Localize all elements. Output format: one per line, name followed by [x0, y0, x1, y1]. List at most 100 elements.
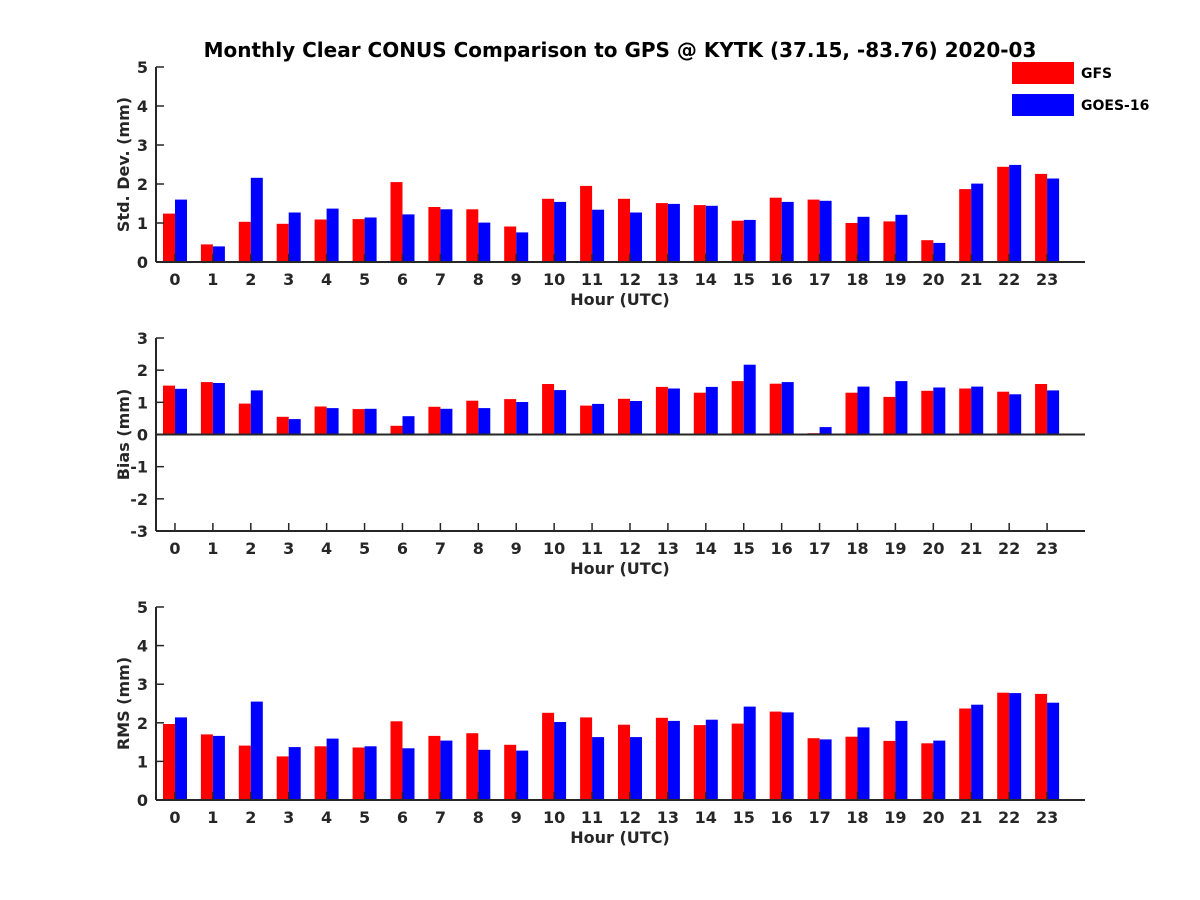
- bar-goes-16-4: [326, 208, 339, 262]
- bar-gfs-11: [580, 185, 593, 262]
- bar-gfs-7: [428, 207, 441, 262]
- x-tick-label: 8: [473, 808, 484, 827]
- x-axis-label: Hour (UTC): [570, 559, 670, 578]
- bar-gfs-19: [883, 740, 896, 800]
- bar-gfs-17: [807, 738, 820, 800]
- x-tick-label: 17: [808, 539, 830, 558]
- bar-gfs-1: [200, 734, 213, 800]
- x-tick-label: 7: [435, 808, 446, 827]
- bar-goes-16-17: [819, 427, 832, 435]
- x-tick-label: 20: [922, 270, 944, 289]
- bar-goes-16-14: [705, 205, 718, 262]
- bar-gfs-22: [997, 692, 1010, 800]
- x-tick-label: 0: [169, 808, 180, 827]
- x-tick-label: 3: [283, 539, 294, 558]
- bar-gfs-4: [314, 746, 327, 800]
- bar-goes-16-11: [592, 737, 605, 800]
- x-tick-label: 4: [321, 270, 332, 289]
- bar-gfs-23: [1035, 173, 1048, 262]
- x-tick-label: 23: [1036, 808, 1058, 827]
- x-tick-label: 11: [581, 808, 603, 827]
- x-tick-label: 2: [245, 270, 256, 289]
- bar-goes-16-15: [743, 219, 756, 262]
- bar-goes-16-16: [781, 382, 794, 435]
- x-tick-label: 5: [359, 270, 370, 289]
- x-tick-label: 19: [884, 808, 906, 827]
- bar-gfs-16: [769, 711, 782, 800]
- bar-gfs-20: [921, 240, 934, 262]
- x-tick-label: 16: [771, 808, 793, 827]
- bar-gfs-4: [314, 219, 327, 262]
- bar-gfs-5: [352, 409, 365, 435]
- y-tick-label: 3: [137, 675, 148, 694]
- x-tick-label: 17: [808, 270, 830, 289]
- bar-gfs-8: [466, 209, 479, 262]
- bar-gfs-0: [163, 213, 175, 262]
- x-tick-label: 6: [397, 808, 408, 827]
- bar-goes-16-14: [705, 719, 718, 800]
- bar-gfs-23: [1035, 384, 1048, 435]
- legend-swatch-gfs: [1012, 62, 1074, 84]
- x-tick-label: 15: [733, 270, 755, 289]
- bar-gfs-9: [504, 226, 517, 262]
- bar-goes-16-19: [895, 381, 908, 435]
- x-tick-label: 8: [473, 539, 484, 558]
- bar-goes-16-11: [592, 209, 605, 262]
- bar-goes-16-21: [971, 704, 984, 800]
- bar-gfs-20: [921, 390, 934, 435]
- legend-swatch-goes-16: [1012, 94, 1074, 116]
- legend: GFS GOES-16: [1012, 62, 1149, 116]
- bar-goes-16-20: [933, 740, 946, 800]
- x-tick-label: 12: [619, 539, 641, 558]
- bar-gfs-23: [1035, 693, 1048, 800]
- bar-goes-16-18: [857, 216, 870, 262]
- x-tick-label: 4: [321, 808, 332, 827]
- x-tick-label: 18: [846, 270, 868, 289]
- x-tick-label: 15: [733, 539, 755, 558]
- bar-goes-16-1: [212, 383, 225, 435]
- bar-gfs-13: [655, 386, 668, 435]
- x-tick-label: 16: [771, 539, 793, 558]
- x-tick-label: 17: [808, 808, 830, 827]
- bar-gfs-22: [997, 166, 1010, 262]
- x-tick-label: 13: [657, 270, 679, 289]
- bar-gfs-2: [238, 221, 251, 262]
- x-tick-label: 0: [169, 539, 180, 558]
- bar-gfs-5: [352, 747, 365, 800]
- x-tick-label: 22: [998, 539, 1020, 558]
- x-tick-label: 0: [169, 270, 180, 289]
- x-tick-label: 7: [435, 270, 446, 289]
- x-tick-label: 22: [998, 270, 1020, 289]
- x-tick-label: 22: [998, 808, 1020, 827]
- y-tick-label: 0: [137, 253, 148, 272]
- y-tick-label: 0: [137, 426, 148, 445]
- bar-gfs-21: [959, 388, 972, 435]
- y-tick-label: 1: [137, 752, 148, 771]
- bar-gfs-15: [731, 381, 744, 435]
- bar-goes-16-19: [895, 214, 908, 262]
- bar-goes-16-7: [440, 408, 453, 435]
- bar-goes-16-15: [743, 706, 756, 800]
- bar-goes-16-13: [667, 388, 680, 435]
- bar-goes-16-13: [667, 720, 680, 800]
- x-tick-label: 9: [511, 270, 522, 289]
- bar-goes-16-6: [402, 748, 415, 800]
- bar-goes-16-0: [175, 717, 187, 800]
- x-tick-label: 15: [733, 808, 755, 827]
- x-tick-label: 21: [960, 539, 982, 558]
- x-tick-label: 9: [511, 808, 522, 827]
- bar-goes-16-2: [250, 177, 263, 262]
- y-tick-label: 4: [137, 97, 148, 116]
- bar-goes-16-21: [971, 183, 984, 262]
- x-tick-label: 14: [695, 270, 717, 289]
- x-tick-label: 12: [619, 808, 641, 827]
- x-tick-label: 23: [1036, 270, 1058, 289]
- bar-goes-16-0: [175, 199, 187, 262]
- bar-goes-16-14: [705, 386, 718, 435]
- bar-goes-16-21: [971, 386, 984, 435]
- bar-goes-16-4: [326, 738, 339, 800]
